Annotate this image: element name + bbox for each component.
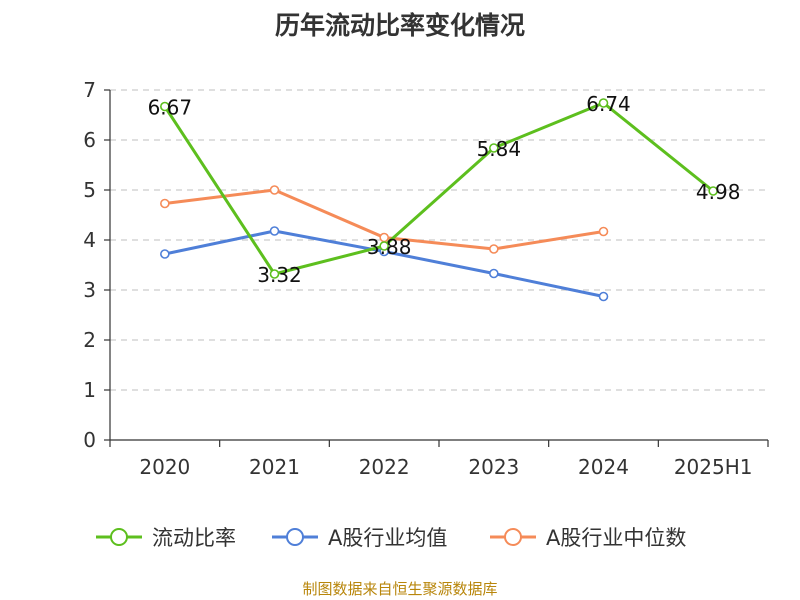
legend-label: A股行业中位数	[546, 526, 686, 550]
legend-label: A股行业均值	[328, 526, 447, 550]
x-tick-label: 2025H1	[674, 455, 753, 479]
data-point	[489, 268, 499, 279]
data-point	[598, 226, 609, 237]
legend-swatch-marker	[286, 528, 304, 546]
data-point	[489, 244, 499, 254]
y-tick-label: 3	[83, 278, 96, 302]
grid-lines	[110, 89, 768, 391]
data-label: 4.98	[696, 180, 741, 204]
data-point	[489, 143, 499, 153]
chart-title: 历年流动比率变化情况	[274, 11, 525, 40]
data-label: 6.67	[148, 96, 193, 120]
data-point	[269, 185, 280, 195]
legend-label: 流动比率	[152, 526, 236, 550]
legend: 流动比率 A股行业均值 A股行业中位数	[96, 526, 686, 550]
series-line	[163, 101, 715, 276]
y-tick-label: 0	[83, 428, 96, 452]
y-tick-label: 2	[83, 328, 96, 352]
legend-swatch-marker	[110, 528, 128, 546]
x-tick-label: 2022	[359, 455, 410, 479]
data-point	[269, 226, 280, 236]
data-point	[708, 186, 718, 196]
data-point	[269, 269, 280, 279]
y-tick-label: 4	[83, 228, 96, 252]
y-tick-label: 5	[83, 178, 96, 202]
data-label: 3.88	[367, 235, 412, 259]
axes: 0 1 2 3 4 5 6 7 2020 2021 2022 2023 2024 2025H1	[83, 78, 769, 479]
data-point	[598, 98, 609, 108]
data-label: 5.84	[477, 137, 522, 161]
data-point	[160, 249, 170, 259]
data-label: 3.32	[257, 263, 302, 287]
x-tick-label: 2020	[139, 455, 190, 479]
data-point	[160, 101, 170, 112]
data-labels: 6.67 3.32 3.88 5.84 6.74 4.98	[148, 92, 741, 287]
data-label: 6.74	[586, 92, 631, 116]
x-tick-label: 2024	[578, 455, 629, 479]
y-tick-label: 6	[83, 128, 96, 152]
data-point	[379, 241, 389, 251]
legend-swatch-marker	[504, 528, 522, 546]
y-tick-label: 1	[83, 378, 96, 402]
x-tick-label: 2021	[249, 455, 300, 479]
x-tick-label: 2023	[468, 455, 519, 479]
series-lines	[160, 98, 718, 302]
data-point	[160, 198, 170, 209]
y-tick-label: 7	[83, 78, 96, 102]
source-note: 制图数据来自恒生聚源数据库	[302, 580, 498, 598]
data-point	[598, 291, 609, 302]
